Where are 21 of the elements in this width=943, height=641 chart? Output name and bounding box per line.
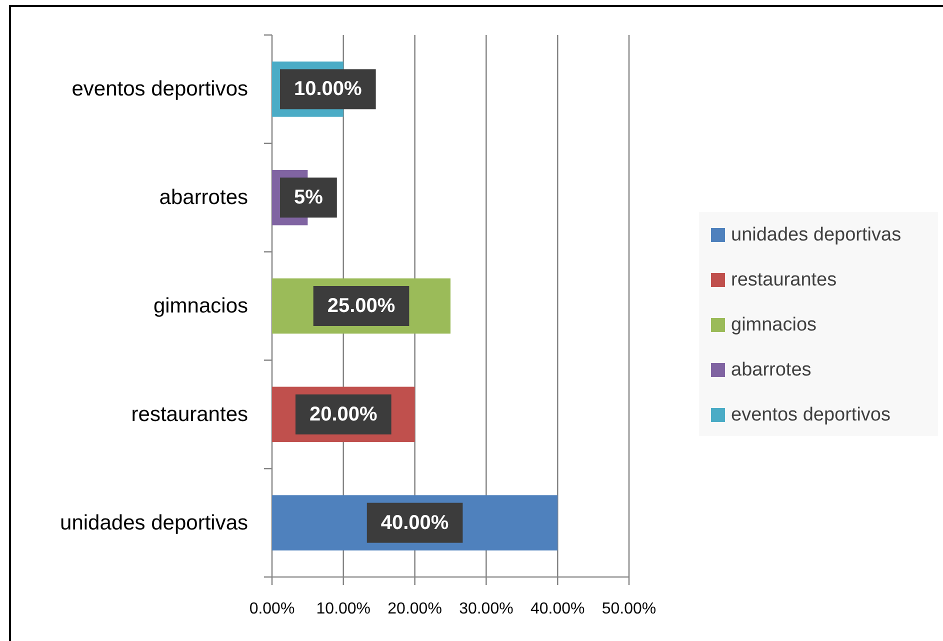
legend-label: unidades deportivas bbox=[731, 224, 902, 246]
y-tick-label: abarrotes bbox=[159, 186, 248, 210]
x-tick-label: 10.00% bbox=[316, 600, 371, 618]
data-label: 25.00% bbox=[327, 295, 396, 317]
x-tick-label: 30.00% bbox=[459, 600, 514, 618]
legend-label: gimnacios bbox=[731, 314, 817, 336]
data-label: 40.00% bbox=[380, 512, 449, 534]
data-label: 10.00% bbox=[294, 78, 362, 100]
x-tick-label: 0.00% bbox=[249, 600, 295, 618]
x-tick-label: 50.00% bbox=[602, 600, 656, 618]
legend-label: eventos deportivos bbox=[731, 404, 890, 426]
y-tick-label: gimnacios bbox=[153, 294, 248, 318]
y-tick-label: unidades deportivas bbox=[60, 511, 248, 534]
x-tick-label: 40.00% bbox=[530, 600, 585, 618]
legend-label: abarrotes bbox=[731, 360, 812, 380]
data-label: 20.00% bbox=[309, 403, 378, 426]
legend-label: restaurantes bbox=[731, 270, 837, 290]
y-tick-label: eventos deportivos bbox=[72, 78, 248, 101]
x-tick-label: 20.00% bbox=[388, 600, 442, 618]
data-label: 5% bbox=[294, 186, 324, 209]
y-tick-label: restaurantes bbox=[131, 402, 248, 426]
